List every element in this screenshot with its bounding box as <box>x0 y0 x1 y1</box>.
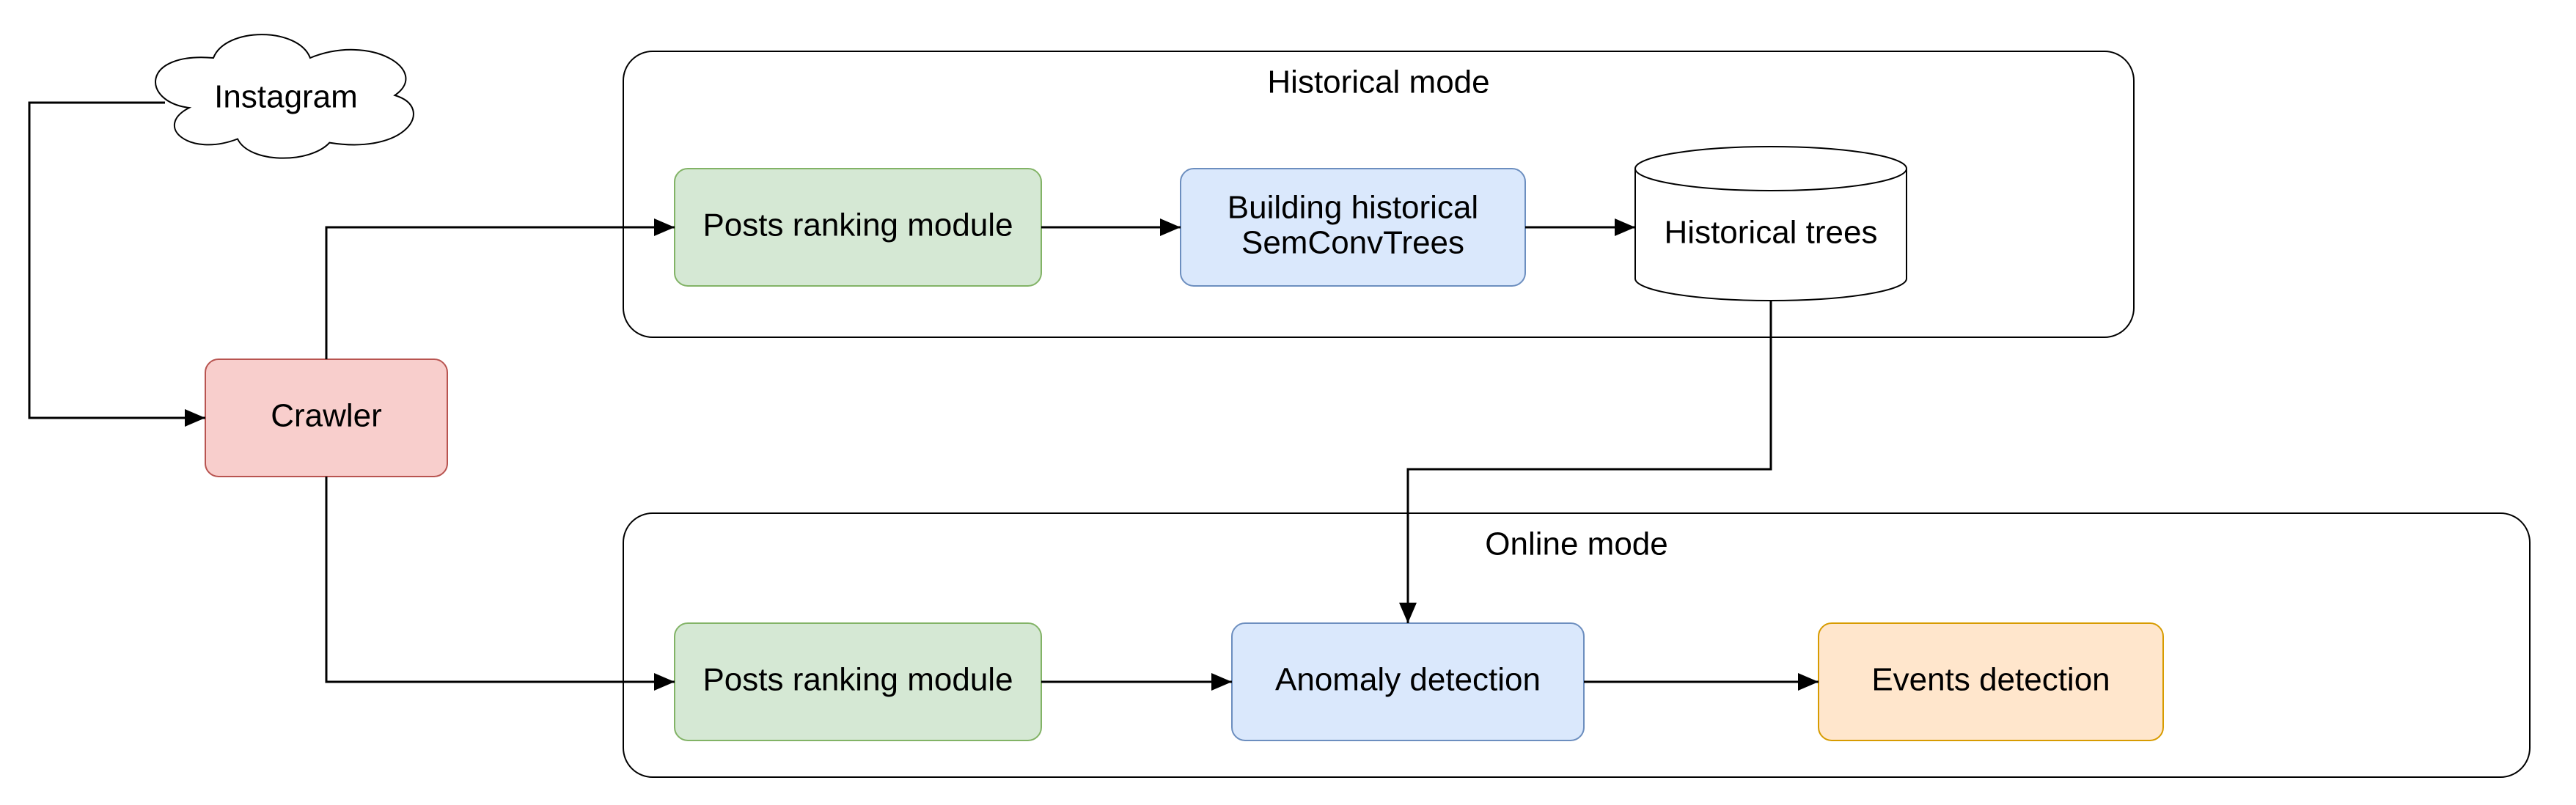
anomaly-detection-label: Anomaly detection <box>1275 662 1541 698</box>
online-posts-ranking-label: Posts ranking module <box>702 662 1013 698</box>
historical-trees-cylinder-top <box>1635 147 1907 191</box>
edge-crawler-to-hist-posts <box>326 227 675 359</box>
edge-instagram-to-crawler <box>29 103 205 418</box>
crawler-label: Crawler <box>271 398 382 434</box>
historical-trees-label: Historical trees <box>1665 215 1878 251</box>
online-mode-title: Online mode <box>1485 526 1667 562</box>
instagram-label: Instagram <box>214 79 358 115</box>
hist-semconv-label-1: Building historical <box>1228 190 1478 226</box>
hist-posts-ranking-label: Posts ranking module <box>702 207 1013 243</box>
historical-mode-title: Historical mode <box>1267 65 1489 100</box>
events-detection-label: Events detection <box>1871 662 2110 698</box>
hist-semconv-label-2: SemConvTrees <box>1241 225 1464 261</box>
edge-crawler-to-online-posts <box>326 477 675 682</box>
flowchart-diagram: Historical mode Online mode Instagram Crawl… <box>0 0 2576 801</box>
